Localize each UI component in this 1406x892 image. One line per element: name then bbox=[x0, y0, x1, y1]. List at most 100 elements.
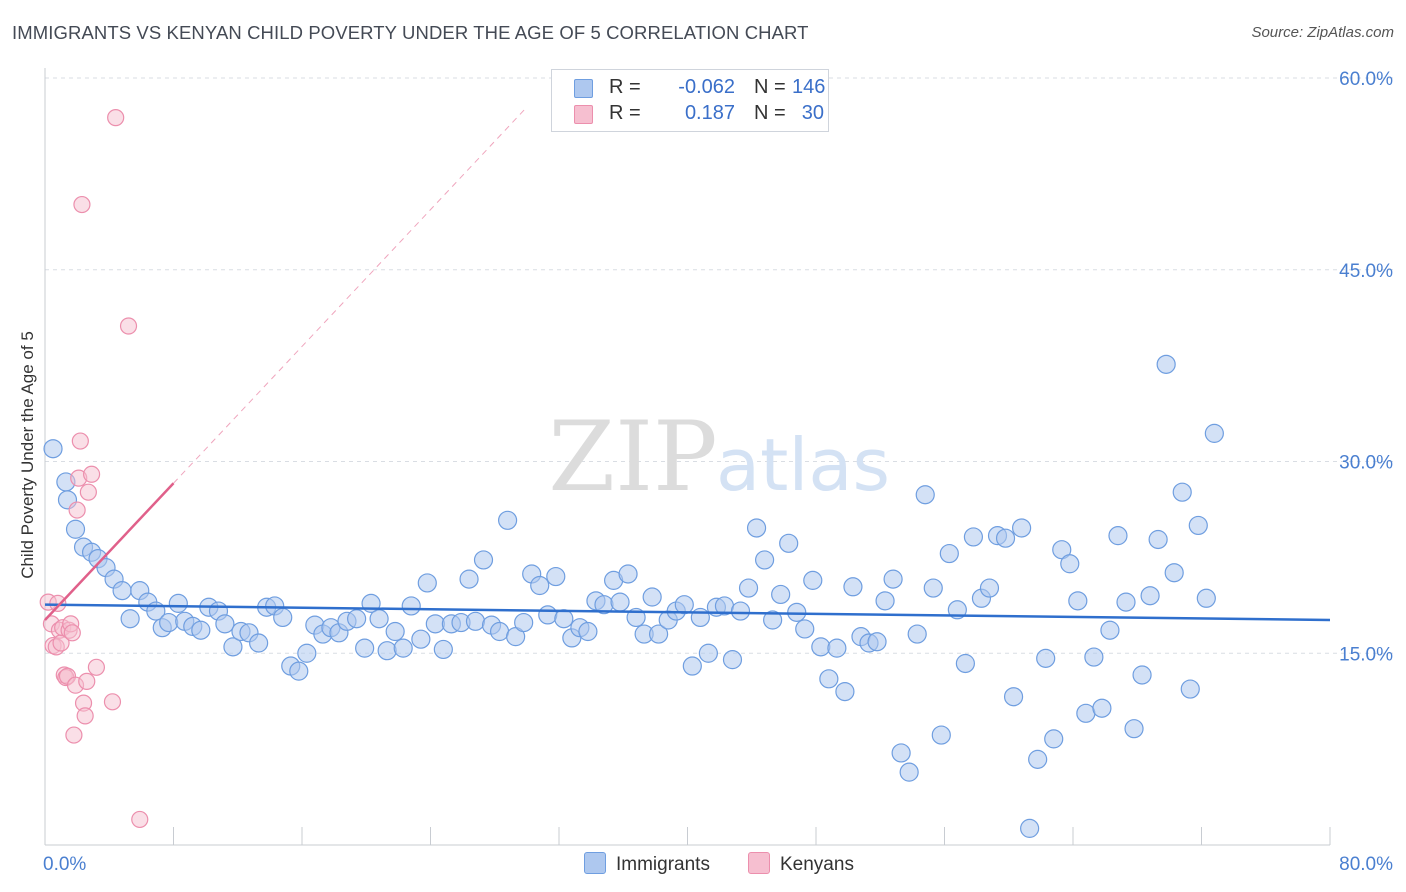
immigrants-point bbox=[819, 669, 839, 689]
immigrants-point bbox=[1116, 592, 1136, 612]
immigrants-point bbox=[923, 578, 943, 598]
watermark-atlas: atlas bbox=[716, 423, 890, 507]
immigrants-point bbox=[1044, 729, 1064, 749]
immigrants-point bbox=[1108, 526, 1128, 546]
immigrants-point bbox=[979, 578, 1000, 598]
immigrants-point bbox=[610, 592, 630, 612]
immigrants-point bbox=[803, 570, 823, 590]
kenyans-legend-label: Kenyans bbox=[780, 854, 854, 875]
immigrants-point bbox=[746, 518, 767, 538]
immigrants-point bbox=[215, 614, 235, 634]
x-tick-min: 0.0% bbox=[43, 854, 86, 875]
immigrants-point bbox=[377, 641, 397, 661]
immigrants-point bbox=[771, 584, 791, 605]
immigrants-point bbox=[465, 611, 486, 631]
legend-r-value: -0.062 bbox=[678, 76, 735, 98]
kenyans-point bbox=[119, 317, 138, 335]
immigrants-point bbox=[1060, 554, 1080, 574]
immigrants-point bbox=[955, 653, 975, 674]
immigrants-point bbox=[931, 725, 951, 745]
immigrants-legend-swatch bbox=[584, 852, 606, 874]
immigrants-point bbox=[763, 610, 783, 630]
immigrants-point bbox=[883, 569, 903, 589]
immigrants-point bbox=[779, 533, 799, 553]
immigrants-point bbox=[191, 620, 211, 640]
kenyans-point bbox=[79, 483, 97, 501]
immigrants-point bbox=[730, 601, 751, 621]
immigrants-legend-label: Immigrants bbox=[616, 854, 710, 875]
immigrants-point bbox=[554, 609, 574, 629]
immigrants-point bbox=[43, 439, 63, 459]
immigrants-point bbox=[843, 577, 863, 597]
immigrants-point bbox=[1172, 482, 1192, 502]
chart-title: IMMIGRANTS VS KENYAN CHILD POVERTY UNDER… bbox=[12, 22, 809, 43]
immigrants-point bbox=[795, 619, 815, 639]
immigrants-point bbox=[1068, 591, 1088, 611]
immigrants-point bbox=[1196, 588, 1216, 608]
kenyans-point bbox=[107, 109, 125, 127]
kenyans-point bbox=[131, 810, 149, 829]
axes bbox=[44, 68, 1331, 846]
immigrants-point bbox=[546, 566, 566, 587]
immigrants-point bbox=[1204, 423, 1224, 443]
immigrants-point bbox=[489, 621, 510, 642]
legend-r-label: R = bbox=[609, 102, 641, 124]
chart-source: Source: ZipAtlas.com bbox=[1251, 24, 1394, 41]
immigrants-point bbox=[65, 519, 86, 539]
y-tick-label: 30.0% bbox=[1339, 453, 1393, 474]
kenyans-point bbox=[71, 432, 89, 450]
immigrants-point bbox=[891, 743, 911, 763]
immigrants-point bbox=[347, 609, 367, 629]
immigrants-point bbox=[811, 637, 831, 657]
kenyans-point bbox=[82, 465, 101, 483]
immigrants-point bbox=[1036, 648, 1056, 668]
immigrants-point bbox=[355, 638, 375, 658]
legend-r-value: 0.187 bbox=[684, 102, 735, 124]
immigrants-point bbox=[393, 638, 413, 658]
kenyans-point bbox=[73, 195, 91, 214]
immigrants-point bbox=[1076, 703, 1096, 723]
immigrants-point bbox=[385, 621, 405, 642]
kenyans-trend-line bbox=[44, 482, 175, 621]
immigrants-points bbox=[43, 354, 1224, 838]
immigrants-point bbox=[249, 633, 269, 653]
kenyans-point bbox=[49, 594, 67, 612]
immigrants-point bbox=[907, 624, 927, 644]
kenyans-point bbox=[78, 672, 96, 690]
immigrants-point bbox=[168, 593, 188, 613]
immigrants-point bbox=[1011, 518, 1032, 538]
immigrants-point bbox=[1132, 665, 1152, 685]
immigrants-point bbox=[1003, 687, 1024, 707]
immigrants-point bbox=[1156, 354, 1176, 374]
immigrants-point bbox=[1180, 679, 1200, 699]
immigrants-point bbox=[538, 605, 558, 625]
immigrants-point bbox=[682, 656, 702, 676]
immigrants-point bbox=[473, 550, 494, 570]
immigrants-swatch bbox=[574, 79, 593, 98]
immigrants-point bbox=[875, 591, 895, 611]
immigrants-point bbox=[1100, 620, 1120, 640]
immigrants-point bbox=[690, 607, 710, 628]
immigrants-point bbox=[425, 614, 445, 634]
immigrants-point bbox=[963, 527, 984, 547]
x-tick-max: 80.0% bbox=[1339, 854, 1393, 875]
correlation-legend: R = -0.062 N = 146 R = 0.187 N = 30 bbox=[551, 69, 829, 132]
kenyans-point bbox=[103, 693, 122, 711]
grid-lines bbox=[45, 77, 1395, 654]
kenyans-swatch bbox=[574, 105, 593, 124]
immigrants-point bbox=[674, 595, 694, 615]
immigrants-point bbox=[1084, 647, 1104, 667]
immigrants-point bbox=[1140, 586, 1160, 606]
y-tick-label: 45.0% bbox=[1339, 261, 1393, 282]
legend-n-value: 30 bbox=[801, 102, 824, 124]
immigrants-point bbox=[369, 609, 389, 629]
immigrants-point bbox=[867, 632, 887, 652]
immigrants-point bbox=[995, 528, 1016, 548]
legend-n-label: N = bbox=[754, 102, 786, 124]
immigrants-point bbox=[698, 643, 718, 663]
watermark-zip: ZIP bbox=[548, 401, 717, 513]
immigrants-point bbox=[289, 661, 309, 681]
immigrants-point bbox=[899, 762, 919, 782]
immigrants-point bbox=[1028, 749, 1048, 769]
